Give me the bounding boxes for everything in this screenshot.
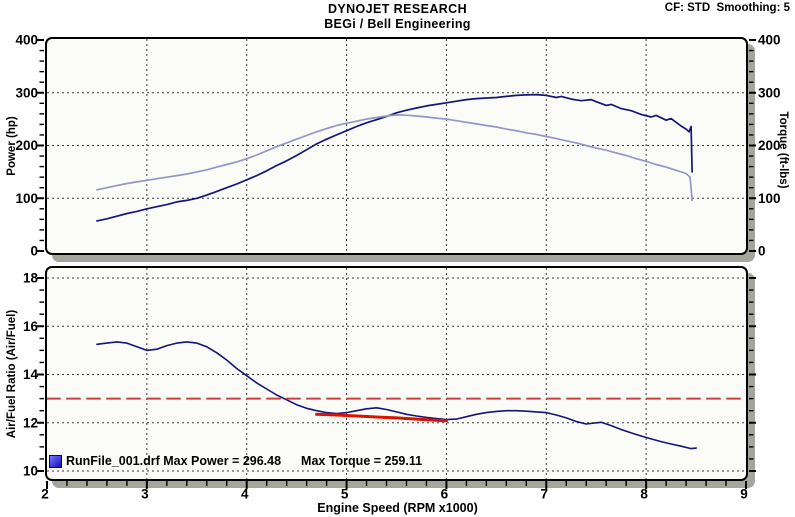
legend-max-torque: Max Torque = 259.11 bbox=[301, 454, 423, 468]
y-tick-label: 100 bbox=[15, 191, 38, 206]
y-tick-label-right: 400 bbox=[758, 33, 781, 48]
y-tick-label: 10 bbox=[23, 464, 38, 479]
afr-axis-label: Air/Fuel Ratio (Air/Fuel) bbox=[6, 309, 18, 439]
x-tick-label: 5 bbox=[341, 487, 349, 502]
x-tick-label: 4 bbox=[241, 487, 249, 502]
afr-chart-box bbox=[45, 266, 748, 481]
x-tick-label: 6 bbox=[441, 487, 449, 502]
x-tick-label: 8 bbox=[640, 487, 648, 502]
y-tick-label: 300 bbox=[15, 85, 38, 100]
correction-smoothing-label: CF: STD Smoothing: 5 bbox=[664, 2, 790, 14]
x-tick-label: 2 bbox=[41, 487, 49, 502]
x-tick-label: 3 bbox=[141, 487, 149, 502]
torque-axis-label: Torque (ft-lbs) bbox=[777, 111, 789, 189]
legend-max-power: Max Power = 296.48 bbox=[163, 454, 282, 468]
report-title: DYNOJET RESEARCH bbox=[327, 2, 468, 16]
y-tick-label-right: 0 bbox=[758, 244, 766, 259]
report-subtitle: BEGi / Bell Engineering bbox=[324, 17, 471, 31]
y-tick-label: 400 bbox=[15, 33, 38, 48]
y-tick-label: 0 bbox=[30, 244, 38, 259]
power-torque-chart-box bbox=[45, 37, 748, 255]
y-tick-label: 16 bbox=[23, 319, 39, 334]
y-tick-label: 200 bbox=[15, 138, 38, 153]
y-tick-label-right: 100 bbox=[758, 191, 781, 206]
run-swatch-icon bbox=[49, 454, 62, 468]
y-tick-label: 14 bbox=[23, 367, 39, 382]
rpm-axis-label: Engine Speed (RPM x1000) bbox=[317, 501, 478, 515]
x-tick-label: 9 bbox=[740, 487, 748, 502]
y-tick-label-right: 300 bbox=[758, 85, 781, 100]
power-axis-label: Power (hp) bbox=[6, 116, 18, 176]
legend-row: RunFile_001.drf Max Power = 296.48 Max T… bbox=[49, 454, 422, 468]
y-tick-label: 18 bbox=[23, 271, 39, 286]
x-tick-label: 7 bbox=[541, 487, 549, 502]
legend-runfile: RunFile_001.drf bbox=[66, 454, 160, 468]
y-tick-label: 12 bbox=[23, 415, 38, 430]
